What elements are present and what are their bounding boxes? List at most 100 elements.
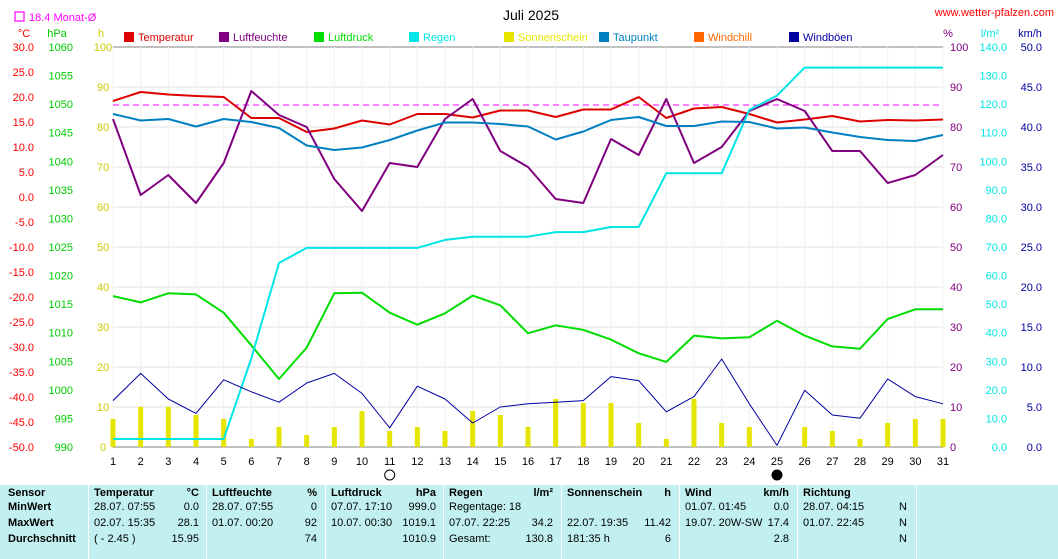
stats-cell: Wind [685, 487, 712, 499]
stats-cell: h [664, 487, 671, 499]
y-tick-label-humidity: 70 [950, 162, 962, 174]
y-tick-label-wind: 15.0 [1021, 322, 1042, 334]
x-tick-label: 5 [221, 456, 227, 468]
series-line-luftfeuchte [112, 90, 944, 212]
stats-cell: 01.07. 01:45 [685, 501, 747, 513]
column-divider [679, 485, 680, 559]
stats-cell: Durchschnitt [8, 533, 76, 545]
stats-cell: 02.07. 15:35 [94, 517, 156, 529]
y-tick-label-rain_left: 50 [97, 242, 109, 254]
x-tick-label: 21 [660, 456, 672, 468]
y-tick-label-humidity: 0 [950, 442, 956, 454]
x-tick-label: 13 [439, 456, 451, 468]
stats-cell: Temperatur [94, 487, 154, 499]
y-tick-label-temp: 20.0 [13, 92, 34, 104]
legend-swatch [694, 32, 704, 42]
x-tick-label: 19 [605, 456, 617, 468]
stats-cell: 92 [304, 517, 317, 529]
stats-cell: ( - 2.45 ) [94, 533, 136, 545]
stats-cell: 28.07. 04:15 [803, 501, 865, 513]
column-divider [916, 485, 917, 559]
axis-unit-humidity: % [943, 28, 953, 40]
axis-unit-wind: km/h [1018, 28, 1042, 40]
new-moon-icon [771, 469, 783, 481]
column-divider [561, 485, 562, 559]
stats-cell: N [899, 517, 907, 529]
stats-cell: Sonnenschein [567, 487, 643, 499]
y-tick-label-rain_left: 20 [97, 362, 109, 374]
y-tick-label-wind: 45.0 [1021, 82, 1042, 94]
y-tick-label-rain_left: 0 [100, 442, 106, 454]
y-tick-label-temp: -35.0 [9, 367, 34, 379]
x-tick-label: 26 [799, 456, 811, 468]
chart-series [112, 66, 944, 446]
stats-cell: 181:35 h [567, 533, 610, 545]
stats-cell: N [899, 501, 907, 513]
stats-cell: °C [186, 487, 199, 499]
y-tick-label-rain_left: 80 [97, 122, 109, 134]
x-tick-label: 11 [384, 456, 395, 468]
y-tick-label-temp: -50.0 [9, 442, 34, 454]
x-tick-label: 14 [467, 456, 479, 468]
sunshine-bar [442, 431, 448, 447]
stats-cell: 01.07. 22:45 [803, 517, 865, 529]
source-link: www.wetter-pfalzen.com [934, 7, 1054, 19]
x-tick-label: 6 [248, 456, 254, 468]
stats-cell: Luftfeuchte [212, 487, 272, 499]
x-tick-label: 30 [909, 456, 921, 468]
y-tick-label-rain_left: 60 [97, 202, 109, 214]
sunshine-bar [829, 431, 835, 447]
series-line-taupunkt [112, 113, 944, 151]
stats-cell: 28.07. 07:55 [212, 501, 274, 513]
stats-cell: % [307, 487, 317, 499]
sunshine-bar [553, 399, 559, 447]
sunshine-bar [636, 423, 642, 447]
sunshine-bar [193, 415, 199, 447]
x-tick-label: 24 [743, 456, 755, 468]
y-tick-label-rain: 120.0 [979, 99, 1007, 111]
y-tick-label-pressure: 990 [55, 442, 73, 454]
stats-cell: km/h [763, 487, 789, 499]
y-tick-label-pressure: 1010 [49, 328, 73, 340]
sunshine-bar [414, 427, 420, 447]
legend-label: Luftdruck [328, 32, 374, 44]
y-tick-label-humidity: 20 [950, 362, 962, 374]
stats-cell: N [899, 533, 907, 545]
y-tick-label-temp: 25.0 [13, 67, 34, 79]
x-tick-label: 28 [854, 456, 866, 468]
sunshine-bar [857, 439, 863, 447]
stats-cell: 17.4 [767, 517, 789, 529]
sunshine-bar [331, 427, 337, 447]
chart-grid [112, 47, 944, 447]
axis-unit-pressure: hPa [47, 28, 67, 40]
stats-cell: Gesamt: [449, 533, 491, 545]
stats-cell: 01.07. 00:20 [212, 517, 274, 529]
sunshine-bar [580, 403, 586, 447]
y-tick-label-pressure: 1050 [49, 99, 73, 111]
y-tick-label-temp: -15.0 [9, 267, 34, 279]
sunshine-bar [359, 411, 365, 447]
stats-cell: 10.07. 00:30 [331, 517, 393, 529]
series-line-luftdruck [112, 291, 943, 380]
stats-cell: MinWert [8, 501, 52, 513]
x-tick-label: 9 [331, 456, 337, 468]
x-tick-label: 17 [550, 456, 562, 468]
y-tick-label-rain_left: 70 [97, 162, 109, 174]
y-tick-label-rain: 90.0 [986, 185, 1007, 197]
stats-cell: Regen [449, 487, 483, 499]
y-tick-label-temp: -20.0 [9, 292, 34, 304]
legend-label: Temperatur [138, 32, 194, 44]
x-tick-label: 2 [138, 456, 144, 468]
x-tick-label: 10 [356, 456, 368, 468]
y-tick-label-rain: 100.0 [979, 156, 1007, 168]
y-tick-label-wind: 25.0 [1021, 242, 1042, 254]
sunshine-bar [608, 403, 614, 447]
y-tick-label-rain: 60.0 [986, 271, 1007, 283]
sunshine-bar [719, 423, 725, 447]
y-tick-label-rain: 110.0 [980, 128, 1007, 140]
x-tick-label: 16 [522, 456, 534, 468]
y-tick-label-temp: 10.0 [13, 142, 34, 154]
sunshine-bar [497, 415, 503, 447]
x-tick-label: 1 [110, 456, 116, 468]
stats-cell: 28.1 [177, 517, 199, 529]
